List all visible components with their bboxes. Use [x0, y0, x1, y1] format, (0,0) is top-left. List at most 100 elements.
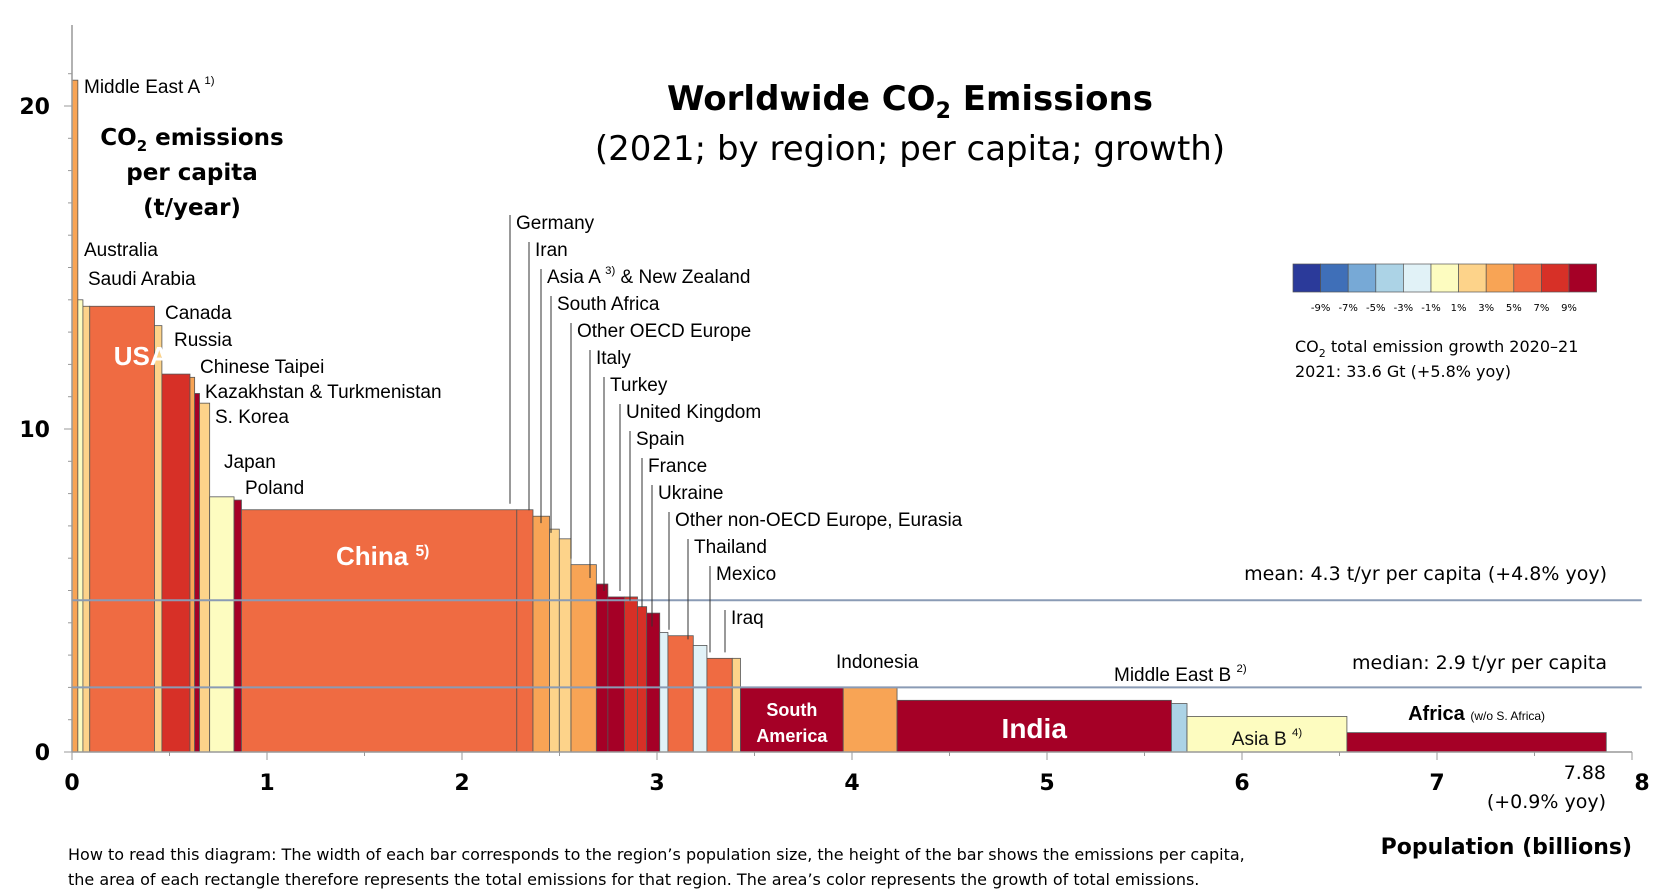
legend-tick-label: 3% — [1478, 303, 1494, 314]
legend-note-line2: 2021: 33.6 Gt (+5.8% yoy) — [1295, 362, 1511, 381]
bar-saudi-arabia — [82, 305, 91, 753]
label-poland: Poland — [245, 478, 304, 499]
label-australia: Australia — [84, 240, 158, 261]
x-tick-label: 6 — [1234, 771, 1249, 796]
y-tick-label: 10 — [19, 418, 50, 443]
x-tick-label: 7 — [1429, 771, 1444, 796]
legend-tick-label: -3% — [1394, 303, 1413, 314]
label-india: India — [1002, 713, 1068, 744]
bar-india — [896, 699, 1172, 753]
bar-spain — [637, 606, 648, 753]
legend-tick-label: 1% — [1451, 303, 1467, 314]
bar-indonesia — [842, 687, 898, 753]
bar-south-africa — [558, 538, 572, 753]
legend-note-line1: CO2 total emission growth 2020–21 — [1295, 337, 1578, 360]
legend-tick-label: -5% — [1366, 303, 1385, 314]
bar-asia-a-3-new-zealand — [549, 528, 560, 753]
bar-south-america — [740, 687, 844, 753]
label-kazakhstan-turkmenistan: Kazakhstan & Turkmenistan — [205, 382, 442, 403]
legend-tick-label: -7% — [1338, 303, 1357, 314]
y-tick-label: 0 — [35, 741, 50, 766]
bar-s-korea — [199, 402, 211, 753]
bar-other-oecd-europe — [570, 564, 597, 753]
x-tick-label: 0 — [64, 771, 79, 796]
label-thailand: Thailand — [694, 537, 767, 558]
axes-layer: 0 10 20 0 1 2 3 4 5 6 7 8 — [19, 25, 1650, 796]
bar-other-non-oecd-europe-eurasia — [667, 635, 694, 753]
bar-middle-east-a-1 — [71, 79, 79, 753]
chart-title: Worldwide CO2 Emissions — [667, 79, 1153, 124]
legend-swatch — [1403, 263, 1432, 293]
reference-lines: mean: 4.3 t/yr per capita (+4.8% yoy) med… — [72, 563, 1642, 689]
label-ukraine: Ukraine — [658, 483, 723, 504]
legend-swatch — [1485, 263, 1515, 293]
label-iraq: Iraq — [731, 608, 764, 629]
legend-swatch — [1458, 263, 1487, 293]
bar-japan — [209, 496, 235, 753]
legend-swatch — [1347, 263, 1377, 293]
label-middle-east-a-1: Middle East A 1) — [84, 75, 215, 98]
bar-iran — [532, 515, 550, 753]
label-asia-b: Asia B 4) — [1232, 727, 1303, 750]
bar-middle-east-b-2 — [1171, 703, 1188, 753]
label-iran: Iran — [535, 240, 568, 261]
label-mexico: Mexico — [716, 564, 776, 585]
bar-france — [646, 612, 661, 753]
x-tick-label: 3 — [649, 771, 664, 796]
category-labels: Middle East A 1) Australia Saudi Arabia Can… — [84, 75, 1545, 750]
bar-poland — [233, 499, 242, 753]
bar-thailand — [692, 645, 708, 753]
bars-layer — [71, 79, 1607, 753]
label-russia: Russia — [174, 330, 233, 351]
bar-ukraine — [659, 632, 669, 753]
label-other-non-oecd-europe-eurasia: Other non-OECD Europe, Eurasia — [675, 510, 963, 531]
label-usa: USA — [114, 341, 169, 371]
x-axis-title: Population (billions) — [1381, 835, 1632, 860]
bar-iraq — [731, 657, 741, 753]
growth-legend: -9% -7% -5% -3% -1% 1% 3% 5% 7% 9% — [1292, 263, 1597, 314]
legend-tick-label: 9% — [1561, 303, 1577, 314]
legend-swatch — [1375, 263, 1404, 293]
bar-turkey — [607, 596, 625, 753]
bar-china-5 — [241, 509, 518, 753]
median-label: median: 2.9 t/yr per capita — [1352, 652, 1607, 674]
bar-kazakhstan-turkmenistan — [194, 393, 200, 753]
bar-chinese-taipei — [189, 376, 196, 753]
legend-swatch — [1541, 263, 1570, 293]
label-italy: Italy — [596, 348, 631, 369]
bar-mexico — [706, 657, 733, 753]
label-germany: Germany — [516, 213, 595, 234]
label-spain: Spain — [636, 429, 685, 450]
label-china-5: China 5) — [336, 541, 429, 571]
label-south-america-1: South — [766, 700, 817, 720]
legend-swatch — [1430, 263, 1459, 293]
label-middle-east-b: Middle East B 2) — [1114, 663, 1247, 686]
x-end-value: 7.88 — [1564, 762, 1606, 784]
y-axis-title-line3: (t/year) — [143, 195, 241, 221]
footnote-line2: the area of each rectangle therefore rep… — [68, 870, 1199, 889]
chart-subtitle: (2021; by region; per capita; growth) — [595, 129, 1225, 169]
bar-usa — [89, 305, 155, 753]
bar-australia — [77, 299, 84, 753]
bar-africa-w-o-s-africa — [1346, 732, 1607, 753]
footnote-line1: How to read this diagram: The width of e… — [68, 845, 1245, 864]
label-other-oecd-europe: Other OECD Europe — [577, 321, 751, 342]
legend-tick-label: 7% — [1533, 303, 1549, 314]
label-south-america-2: America — [756, 726, 828, 746]
label-asia-a-3-new-zealand: Asia A 3) & New Zealand — [547, 265, 750, 288]
legend-swatch — [1513, 263, 1542, 293]
bar-russia — [161, 373, 191, 753]
x-tick-label: 2 — [454, 771, 469, 796]
y-axis-title-line2: per capita — [126, 160, 257, 186]
y-axis-title-line1: CO2 emissions — [100, 125, 283, 155]
x-tick-label: 4 — [844, 771, 859, 796]
label-africa: Africa (w/o S. Africa) — [1408, 703, 1545, 725]
label-south-africa: South Africa — [557, 294, 660, 315]
legend-swatch — [1320, 263, 1349, 293]
bar-germany — [516, 509, 534, 753]
label-united-kingdom: United Kingdom — [626, 402, 761, 423]
label-saudi-arabia: Saudi Arabia — [88, 269, 196, 290]
x-tick-label: 8 — [1634, 771, 1649, 796]
label-canada: Canada — [165, 303, 232, 324]
